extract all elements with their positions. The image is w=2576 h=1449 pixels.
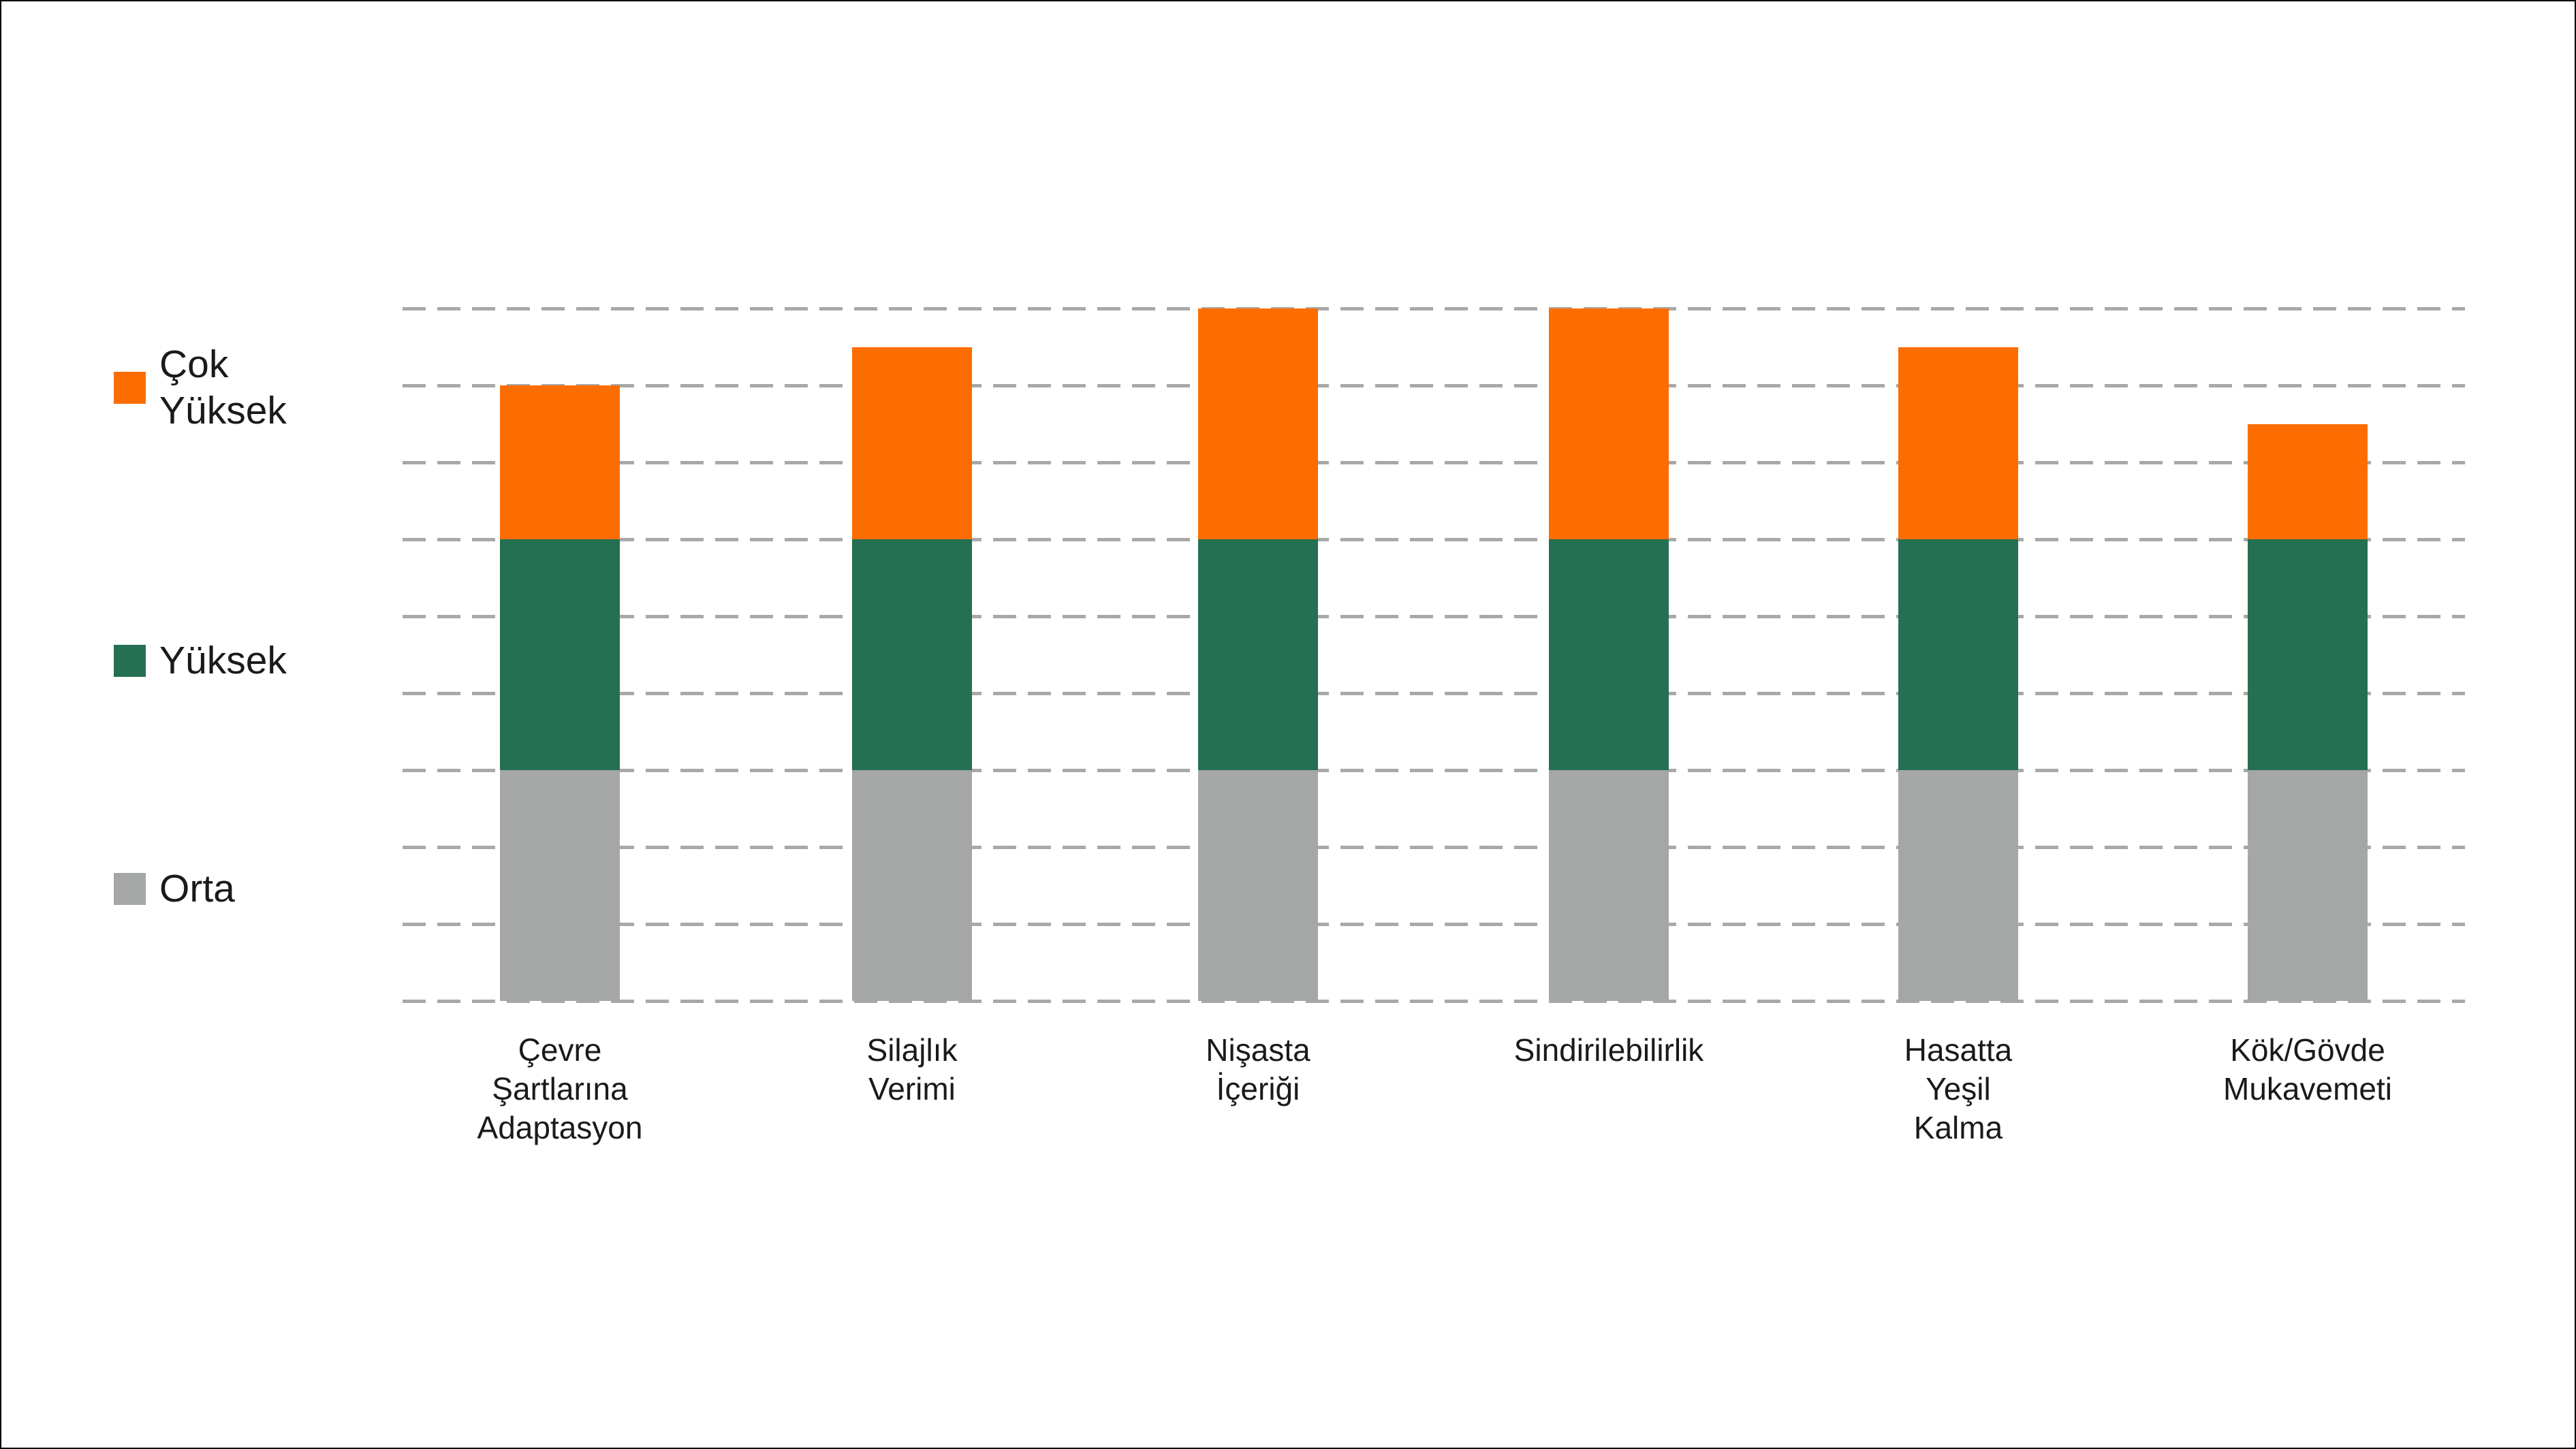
legend-label-yuksek: Yüksek	[159, 639, 287, 682]
bar-segment--ok-y-ksek	[852, 347, 972, 539]
bar-segment-y-ksek	[1898, 539, 2018, 770]
bar-segment-y-ksek	[2248, 539, 2368, 770]
legend-item-cok-yuksek: Çok Yüksek	[114, 341, 287, 434]
gridline	[403, 692, 2465, 695]
x-axis-label: Nişasta İçeriği	[1206, 1032, 1310, 1106]
gridline	[403, 615, 2465, 618]
bar-segment--ok-y-ksek	[500, 385, 620, 539]
bar-segment--ok-y-ksek	[1898, 347, 2018, 539]
legend-swatch-cok-yuksek-icon	[114, 371, 146, 404]
legend-label-orta: Orta	[159, 867, 235, 910]
gridline	[403, 846, 2465, 849]
x-axis-label: Silajlık Verimi	[866, 1032, 958, 1106]
x-axis-label: Çevre Şartlarına Adaptasyon	[477, 1032, 643, 1145]
gridline	[403, 538, 2465, 541]
legend-item-yuksek: Yüksek	[114, 637, 287, 684]
bar-segment-orta	[500, 770, 620, 1001]
gridline	[403, 461, 2465, 464]
bar-segment-y-ksek	[1549, 539, 1669, 770]
bar-segment-orta	[852, 770, 972, 1001]
bar-segment-orta	[1198, 770, 1318, 1001]
gridline	[403, 384, 2465, 387]
bar-segment-orta	[2248, 770, 2368, 1001]
legend-swatch-yuksek-icon	[114, 644, 146, 677]
legend-swatch-orta-icon	[114, 872, 146, 905]
gridline	[403, 1000, 2465, 1003]
bar-segment-y-ksek	[1198, 539, 1318, 770]
gridline	[403, 307, 2465, 310]
bar-segment--ok-y-ksek	[1198, 308, 1318, 539]
x-axis-label: Sindirilebilirlik	[1513, 1032, 1704, 1068]
x-axis-label: Kök/Gövde Mukavemeti	[2223, 1032, 2392, 1106]
bar-segment-y-ksek	[500, 539, 620, 770]
bar-segment-orta	[1549, 770, 1669, 1001]
bar-segment-orta	[1898, 770, 2018, 1001]
bar-segment-y-ksek	[852, 539, 972, 770]
bar-segment--ok-y-ksek	[2248, 424, 2368, 539]
legend-item-orta: Orta	[114, 865, 235, 912]
bar-segment--ok-y-ksek	[1549, 308, 1669, 539]
gridline	[403, 769, 2465, 772]
legend-label-cok-yuksek: Çok Yüksek	[159, 343, 287, 432]
gridline	[403, 923, 2465, 926]
x-axis-label: Hasatta Yeşil Kalma	[1904, 1032, 2013, 1145]
